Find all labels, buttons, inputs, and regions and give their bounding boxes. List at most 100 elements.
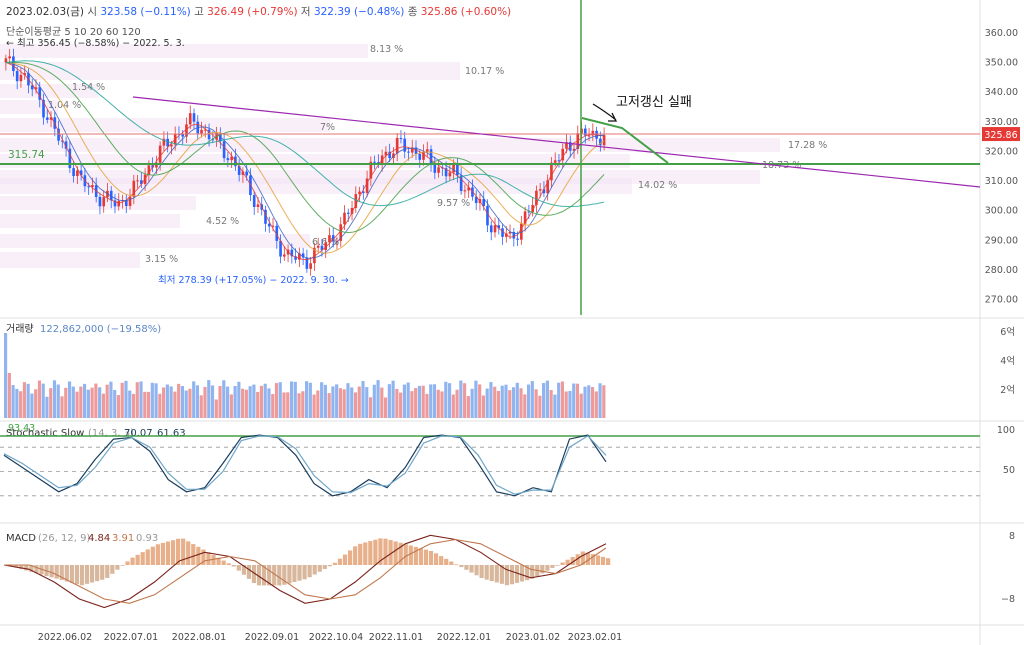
macd-hist-bar xyxy=(509,565,515,585)
price-tick-label: 290.00 xyxy=(985,235,1018,246)
candle-body xyxy=(452,164,455,173)
volume-bar xyxy=(575,383,580,418)
candle-body xyxy=(395,138,399,154)
volume-bar xyxy=(45,396,49,418)
macd-hist-bar xyxy=(216,557,221,565)
price-tick-label: 340.00 xyxy=(985,87,1018,98)
candle-body xyxy=(230,156,233,161)
macd-params: (26, 12, 9) xyxy=(38,533,90,544)
volume-bar xyxy=(22,382,26,418)
volume-bar xyxy=(316,390,320,418)
macd-hist-bar xyxy=(570,557,575,565)
x-tick-label: 2022.11.01 xyxy=(369,632,423,643)
header-date: 2023.02.03(금) xyxy=(6,6,84,18)
volume-bar xyxy=(293,381,297,418)
volume-bar xyxy=(327,393,331,418)
volume-bar xyxy=(267,388,271,418)
candle-body xyxy=(42,99,45,118)
macd-hist-bar xyxy=(277,565,282,586)
candle-body xyxy=(516,238,519,240)
candle-body xyxy=(527,211,531,213)
price-tick-label: 330.00 xyxy=(985,117,1018,128)
price-tick-label: 360.00 xyxy=(985,28,1018,39)
moving-average-line-5 xyxy=(5,60,605,208)
profile-band xyxy=(0,234,310,248)
volume-bar xyxy=(256,391,260,418)
macd-hist-bar xyxy=(95,565,100,582)
candle-body xyxy=(113,200,117,207)
volume-tick-label: 2억 xyxy=(1000,384,1015,396)
volume-bar xyxy=(564,391,568,418)
volume-bar xyxy=(365,387,369,418)
candle-body xyxy=(30,85,34,90)
macd-hist-bar xyxy=(484,565,489,580)
volume-bar xyxy=(124,380,128,418)
candle-body xyxy=(192,113,196,122)
volume-bar xyxy=(602,385,606,418)
macd-hist-bar xyxy=(125,561,130,565)
macd-hist-bar xyxy=(49,565,54,578)
volume-bar xyxy=(523,394,527,418)
candle-body xyxy=(282,254,286,257)
candle-body xyxy=(358,191,361,195)
macd-hist-bar xyxy=(307,565,312,578)
volume-bar xyxy=(361,380,365,418)
macd-hist-bar xyxy=(90,565,95,583)
volume-bar xyxy=(252,384,256,418)
volume-bar xyxy=(331,386,335,418)
stoch-d-value: 61.63 xyxy=(157,428,186,439)
candle-body xyxy=(136,180,139,182)
macd-hist-bar xyxy=(251,565,257,583)
candle-body xyxy=(497,225,501,229)
macd-hist-bar xyxy=(160,542,166,565)
macd-hist-bar xyxy=(272,565,277,586)
candle-body xyxy=(301,253,305,258)
volume-bar xyxy=(56,384,60,418)
x-tick-label: 2022.09.01 xyxy=(245,632,299,643)
candle-body xyxy=(166,138,169,147)
candle-body xyxy=(493,225,497,233)
moving-average-line-2 xyxy=(5,62,605,259)
handwritten-annotation: 고저갱신 실패 xyxy=(616,95,692,110)
volume-bar xyxy=(323,384,327,418)
price-tick-label: 280.00 xyxy=(985,265,1018,276)
candle-body xyxy=(512,231,516,239)
volume-bar xyxy=(466,396,470,418)
macd-hist-bar xyxy=(170,540,176,565)
candle-body xyxy=(132,180,136,197)
candle-body xyxy=(316,245,320,248)
candle-body xyxy=(211,139,215,141)
volume-bar xyxy=(173,391,177,418)
macd-hist-bar xyxy=(312,565,317,575)
candle-body xyxy=(444,168,448,177)
volume-bar xyxy=(301,391,305,418)
volume-bar xyxy=(11,385,15,418)
candle-body xyxy=(128,196,132,207)
candle-body xyxy=(482,199,486,207)
macd-hist-bar xyxy=(464,565,469,570)
volume-bar xyxy=(320,382,324,418)
profile-band xyxy=(0,62,460,80)
macd-hist-bar xyxy=(246,565,252,579)
volume-bar xyxy=(128,390,132,418)
volume-bar xyxy=(192,381,196,418)
stoch-tick-label: 50 xyxy=(1003,465,1015,476)
candle-body xyxy=(185,124,188,137)
volume-bar xyxy=(143,391,147,418)
candle-body xyxy=(565,142,568,149)
macd-hist-bar xyxy=(353,546,358,565)
volume-bar xyxy=(248,386,252,418)
macd-hist-bar xyxy=(297,565,302,581)
candle-body xyxy=(373,161,376,163)
volume-bar xyxy=(485,388,489,418)
macd-hist-bar xyxy=(256,565,262,586)
price-tag-box xyxy=(982,127,1020,142)
macd-hist-bar xyxy=(530,565,535,579)
volume-bar xyxy=(387,384,391,418)
stoch-line-k xyxy=(3,434,607,497)
macd-hist-bar xyxy=(514,565,520,583)
volume-bar xyxy=(101,393,105,418)
macd-hist-bar xyxy=(378,538,383,565)
